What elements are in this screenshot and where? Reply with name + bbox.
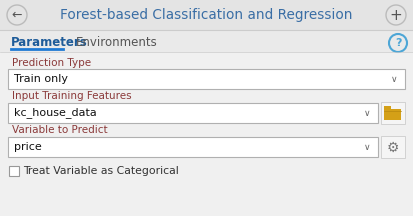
Text: Environments: Environments bbox=[76, 37, 158, 49]
FancyBboxPatch shape bbox=[0, 52, 413, 216]
Text: Parameters: Parameters bbox=[11, 37, 88, 49]
FancyBboxPatch shape bbox=[8, 69, 405, 89]
Text: price: price bbox=[14, 142, 42, 152]
Text: Variable to Predict: Variable to Predict bbox=[12, 125, 108, 135]
Text: ∨: ∨ bbox=[363, 143, 370, 151]
FancyBboxPatch shape bbox=[381, 102, 405, 124]
Text: Prediction Type: Prediction Type bbox=[12, 58, 91, 68]
Circle shape bbox=[386, 5, 406, 25]
FancyBboxPatch shape bbox=[384, 109, 401, 120]
FancyBboxPatch shape bbox=[384, 106, 391, 110]
Text: +: + bbox=[389, 8, 402, 23]
Text: ∨: ∨ bbox=[390, 75, 397, 84]
Text: ⚙: ⚙ bbox=[387, 140, 399, 154]
FancyBboxPatch shape bbox=[381, 136, 405, 158]
FancyBboxPatch shape bbox=[9, 166, 19, 176]
FancyBboxPatch shape bbox=[8, 137, 378, 157]
Text: ?: ? bbox=[395, 38, 401, 49]
FancyBboxPatch shape bbox=[0, 0, 413, 30]
Text: Train only: Train only bbox=[14, 74, 68, 84]
Text: Treat Variable as Categorical: Treat Variable as Categorical bbox=[23, 166, 179, 176]
FancyBboxPatch shape bbox=[8, 103, 378, 123]
Text: ∨: ∨ bbox=[363, 108, 370, 118]
Text: kc_house_data: kc_house_data bbox=[14, 108, 97, 118]
Circle shape bbox=[7, 5, 27, 25]
Text: ←: ← bbox=[12, 9, 22, 22]
Circle shape bbox=[389, 34, 407, 52]
Text: Forest-based Classification and Regression: Forest-based Classification and Regressi… bbox=[60, 8, 352, 22]
Text: Input Training Features: Input Training Features bbox=[12, 91, 132, 101]
